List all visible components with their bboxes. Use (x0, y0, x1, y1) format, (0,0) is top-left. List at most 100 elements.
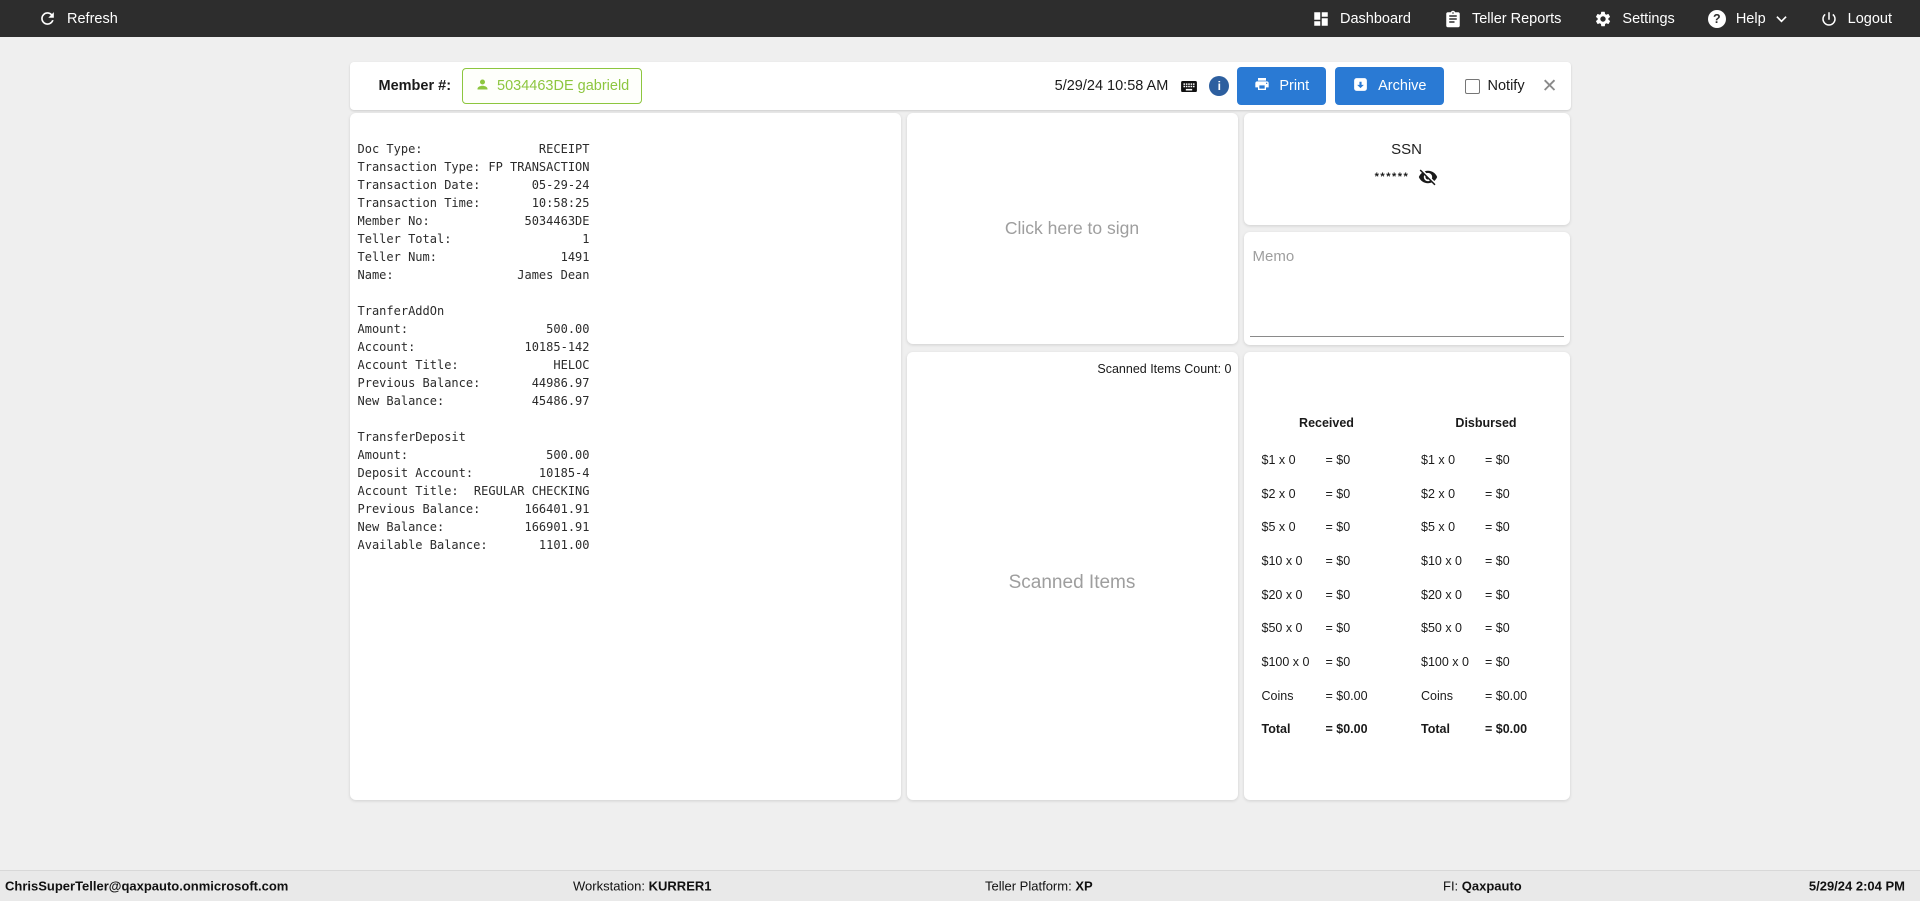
denomination-label: $20 x 0 (1261, 587, 1303, 602)
receipt-line-value: HELOC (553, 358, 590, 372)
scanned-items-panel: Scanned Items Count: 0 Scanned Items (906, 352, 1238, 800)
receipt-line-label: Teller Num: (357, 250, 437, 264)
nav-settings-label: Settings (1622, 10, 1675, 27)
denomination-label: Coins (1261, 688, 1294, 703)
receipt-line: Amount: 500.00 (358, 320, 590, 338)
workstation-status: Workstation: KURRER1 (573, 879, 711, 894)
receipt-line: New Balance: 166901.91 (358, 518, 590, 536)
nav-logout[interactable]: Logout (1820, 10, 1892, 28)
cash-row-received: $5 x 0 = $0 (1262, 510, 1411, 544)
denomination-amount: = $0 (1485, 520, 1510, 535)
receipt-line-label: Amount: (357, 448, 409, 462)
cash-panel: Received $1 x 0 = $0 $2 x 0 = $0 $5 x 0 = $0 $… (1243, 352, 1570, 800)
receipt-line-value: 10185-142 (524, 340, 590, 354)
denomination-amount: = $0 (1485, 486, 1510, 501)
denomination-amount: = $0 (1485, 621, 1510, 636)
cash-row-disbursed: $2 x 0 = $0 (1421, 477, 1570, 511)
signature-placeholder: Click here to sign (1004, 218, 1140, 238)
close-icon[interactable]: ✕ (1541, 75, 1558, 97)
receipt-line-value: 500.00 (546, 448, 590, 462)
receipt-line-label: Previous Balance: (357, 502, 481, 516)
receipt-line-value: FP TRANSACTION (488, 160, 590, 174)
fi-label: FI: (1443, 878, 1459, 894)
receipt-line: Name: James Dean (358, 266, 590, 284)
platform-label: Teller Platform: (985, 878, 1072, 894)
receipt-line-label: Account Title: (357, 484, 459, 498)
receipt-line: Account: 10185-142 (358, 338, 590, 356)
nav-teller-reports-label: Teller Reports (1471, 10, 1562, 27)
receipt-line-label: Name: (357, 268, 394, 282)
settings-icon (1594, 10, 1612, 28)
receipt-line (358, 284, 590, 302)
refresh-button[interactable]: Refresh (38, 9, 118, 28)
denomination-label: Total (1421, 722, 1450, 737)
denomination-label: $10 x 0 (1421, 553, 1463, 568)
chevron-down-icon (1775, 15, 1787, 23)
receipt-line: TranferAddOn (358, 302, 590, 320)
notify-checkbox[interactable] (1464, 78, 1480, 94)
disbursed-header: Disbursed (1455, 416, 1517, 430)
member-chip[interactable]: 5034463DE gabrield (462, 68, 643, 104)
archive-button-label: Archive (1378, 78, 1427, 94)
receipt-line-label: Account Title: (357, 358, 459, 372)
memo-input[interactable] (1249, 238, 1564, 337)
denomination-label: $2 x 0 (1421, 486, 1456, 501)
workstation-value: KURRER1 (648, 878, 712, 894)
fi-status: FI: Qaxpauto (1443, 879, 1522, 894)
scanned-items-placeholder: Scanned Items (1008, 572, 1136, 593)
denomination-amount: = $0 (1485, 654, 1510, 669)
signature-pad[interactable]: Click here to sign (906, 113, 1238, 344)
receipt-line-value: James Dean (517, 268, 590, 282)
transaction-datetime: 5/29/24 10:58 AM (1054, 78, 1169, 94)
receipt-line-value: REGULAR CHECKING (473, 484, 590, 498)
received-rows: $1 x 0 = $0 $2 x 0 = $0 $5 x 0 = $0 $10 x 0 = $… (1262, 443, 1411, 746)
denomination-amount: = $0 (1485, 452, 1510, 467)
cash-row-disbursed: $50 x 0 = $0 (1421, 611, 1570, 645)
nav-help[interactable]: Help (1707, 9, 1787, 28)
cash-row-received: $2 x 0 = $0 (1262, 477, 1411, 511)
receipt-line: TransferDeposit (358, 428, 590, 446)
member-number-label: Member #: (378, 78, 452, 94)
notify-toggle[interactable]: Notify (1464, 78, 1525, 94)
fi-value: Qaxpauto (1461, 878, 1522, 894)
cash-row-disbursed: $5 x 0 = $0 (1421, 510, 1570, 544)
denomination-amount: = $0.00 (1325, 688, 1368, 703)
info-icon[interactable] (1209, 76, 1230, 96)
nav-teller-reports[interactable]: Teller Reports (1444, 10, 1561, 28)
cash-column-disbursed: Disbursed $1 x 0 = $0 $2 x 0 = $0 $5 x 0 = $0… (1421, 416, 1570, 746)
nav-settings[interactable]: Settings (1594, 10, 1675, 28)
denomination-amount: = $0 (1325, 553, 1351, 568)
receipt-text: Doc Type: RECEIPT Transaction Type: FP TRAN… (358, 140, 893, 554)
eye-off-icon[interactable] (1418, 167, 1438, 187)
receipt-line-value: 166901.91 (524, 520, 590, 534)
receipt-line-value: 500.00 (546, 322, 590, 336)
logged-in-user: ChrisSuperTeller@qaxpauto.onmicrosoft.co… (5, 878, 289, 894)
denomination-label: $10 x 0 (1261, 553, 1303, 568)
cash-row-received: $1 x 0 = $0 (1262, 443, 1411, 477)
denomination-label: $5 x 0 (1421, 520, 1456, 535)
denomination-label: Total (1261, 722, 1291, 737)
print-button[interactable]: Print (1237, 67, 1327, 105)
denomination-amount: = $0 (1325, 621, 1351, 636)
receipt-line: Transaction Date: 05-29-24 (358, 176, 590, 194)
disbursed-rows: $1 x 0 = $0 $2 x 0 = $0 $5 x 0 = $0 $10 x 0 = $… (1421, 443, 1570, 746)
receipt-line-label: New Balance: (357, 520, 445, 534)
receipt-line: Transaction Type: FP TRANSACTION (358, 158, 590, 176)
archive-button[interactable]: Archive (1335, 67, 1444, 105)
receipt-line-label: TranferAddOn (357, 304, 445, 318)
person-icon (475, 77, 490, 96)
receipt-line: Account Title: HELOC (358, 356, 590, 374)
receipt-panel: Doc Type: RECEIPT Transaction Type: FP TRAN… (349, 113, 901, 800)
receipt-line-value: 1491 (560, 250, 590, 264)
refresh-icon (38, 9, 57, 28)
nav-dashboard[interactable]: Dashboard (1312, 10, 1411, 28)
cash-row-received: Total = $0.00 (1262, 713, 1411, 747)
keyboard-icon[interactable] (1177, 77, 1201, 96)
member-toolbar: Member #: 5034463DE gabrield 5/29/24 10:… (349, 62, 1571, 110)
top-nav-right: Dashboard Teller Reports Settings Help (1312, 9, 1892, 28)
denomination-label: $1 x 0 (1421, 452, 1456, 467)
cash-row-received: Coins = $0.00 (1262, 679, 1411, 713)
receipt-line: New Balance: 45486.97 (358, 392, 590, 410)
cash-row-received: $100 x 0 = $0 (1262, 645, 1411, 679)
cash-row-disbursed: $1 x 0 = $0 (1421, 443, 1570, 477)
